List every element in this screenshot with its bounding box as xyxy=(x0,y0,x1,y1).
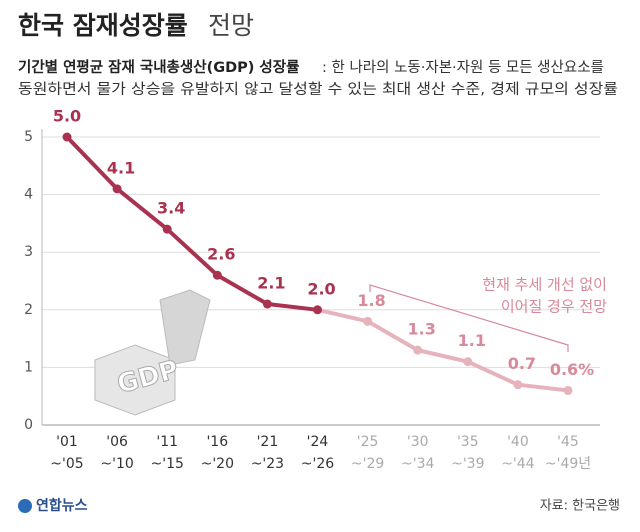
marker xyxy=(463,357,473,367)
y-tick-label: 3 xyxy=(24,244,33,260)
data-label: 0.7 xyxy=(508,354,536,373)
y-tick-label: 4 xyxy=(24,187,33,203)
gdp-icon xyxy=(94,289,211,416)
marker xyxy=(62,132,72,142)
marker xyxy=(162,224,172,234)
x-tick-label: '21 ~'23 xyxy=(251,434,284,472)
data-label: 0.6% xyxy=(550,360,594,379)
line-segment xyxy=(267,302,318,312)
x-tick-label: '06 ~'10 xyxy=(100,434,133,472)
data-label: 1.8 xyxy=(357,291,385,310)
annotation-bracket xyxy=(369,284,569,352)
line-segment xyxy=(366,319,419,352)
y-tick-label: 0 xyxy=(24,417,33,433)
marker xyxy=(313,305,322,315)
data-label: 5.0 xyxy=(53,107,81,126)
marker xyxy=(363,316,373,326)
data-label: 1.3 xyxy=(408,320,436,339)
y-tick-label: 5 xyxy=(24,129,33,145)
source: 자료: 한국은행 xyxy=(540,498,620,514)
x-tick-label: '25 ~'29 xyxy=(351,434,384,472)
marker xyxy=(413,345,423,355)
line-segment xyxy=(216,273,269,306)
annotation: 현재 추세 개선 없이 xyxy=(482,276,607,294)
line-segment xyxy=(115,187,169,231)
logo-icon xyxy=(18,499,32,513)
line-segment xyxy=(317,307,369,324)
x-tick-label: '01 ~'05 xyxy=(50,434,83,472)
marker xyxy=(563,385,573,395)
line-segment xyxy=(466,359,519,387)
x-tick-label: '16 ~'20 xyxy=(201,434,234,472)
x-tick-label: '45 ~'49년 xyxy=(545,434,591,472)
data-label: 4.1 xyxy=(107,158,135,177)
x-tick-label: '24 ~'26 xyxy=(301,434,334,472)
data-label: 2.1 xyxy=(257,274,285,293)
line-segment xyxy=(517,382,569,393)
data-label: 2.6 xyxy=(207,245,235,264)
chart-title-suffix: 전망 xyxy=(208,11,254,40)
line-segment xyxy=(165,227,219,277)
data-label: 1.1 xyxy=(458,331,486,350)
chart-title: 한국 잠재성장률 xyxy=(18,11,188,40)
data-label: 3.4 xyxy=(157,199,185,218)
subtitle: : 한 나라의 노동·자본·자원 등 모든 생산요소를 xyxy=(322,59,604,76)
data-label: 2.0 xyxy=(307,279,335,298)
marker xyxy=(513,380,523,390)
line-segment xyxy=(417,348,469,364)
logo: 연합뉴스 xyxy=(36,497,88,514)
subtitle-bold: 기간별 연평균 잠재 국내총생산(GDP) 성장률 xyxy=(18,58,299,76)
marker xyxy=(212,270,222,280)
x-tick-label: '35 ~'39 xyxy=(451,434,484,472)
y-tick-label: 1 xyxy=(24,359,33,375)
marker xyxy=(262,299,272,309)
subtitle: 동원하면서 물가 상승을 유발하지 않고 달성할 수 있는 최대 생산 수준, … xyxy=(18,81,618,98)
annotation: 이어질 경우 전망 xyxy=(501,298,607,316)
x-tick-label: '11 ~'15 xyxy=(150,434,183,472)
marker xyxy=(112,184,122,194)
y-tick-label: 2 xyxy=(24,302,33,318)
x-tick-label: '40 ~'44 xyxy=(501,434,534,472)
line-segment xyxy=(65,135,119,191)
x-tick-label: '30 ~'34 xyxy=(401,434,434,472)
